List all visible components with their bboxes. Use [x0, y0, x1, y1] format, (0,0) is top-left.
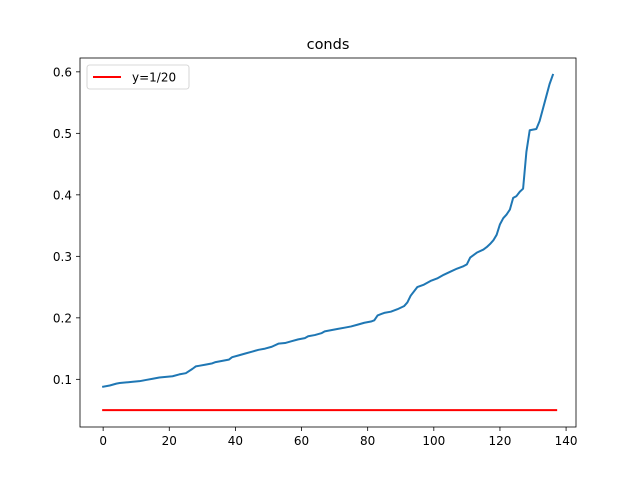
- legend-label: y=1/20: [132, 71, 176, 85]
- x-tick-label: 140: [555, 434, 578, 448]
- y-tick-label: 0.3: [53, 250, 72, 264]
- y-tick-label: 0.4: [53, 188, 72, 202]
- x-tick-label: 0: [99, 434, 107, 448]
- x-tick-label: 120: [488, 434, 511, 448]
- x-axis: 0 20 40 60 80 100 120 140: [99, 427, 578, 448]
- y-axis: 0.1 0.2 0.3 0.4 0.5 0.6: [53, 65, 80, 387]
- y-tick-label: 0.1: [53, 373, 72, 387]
- axes-frame: [79, 57, 577, 428]
- x-tick-label: 40: [228, 434, 243, 448]
- x-tick-label: 60: [294, 434, 309, 448]
- x-tick-label: 80: [360, 434, 375, 448]
- chart-title: conds: [307, 37, 350, 53]
- plot-area: [80, 58, 576, 427]
- legend-box: [86, 64, 190, 90]
- series-layer: [101, 73, 558, 412]
- y-tick-label: 0.5: [53, 127, 72, 141]
- legend: y=1/20: [86, 64, 190, 90]
- conds-line: [101, 73, 555, 388]
- y-tick-label: 0.2: [53, 311, 72, 325]
- y-tick-label: 0.6: [53, 65, 72, 79]
- x-tick-label: 20: [162, 434, 177, 448]
- x-tick-label: 100: [422, 434, 445, 448]
